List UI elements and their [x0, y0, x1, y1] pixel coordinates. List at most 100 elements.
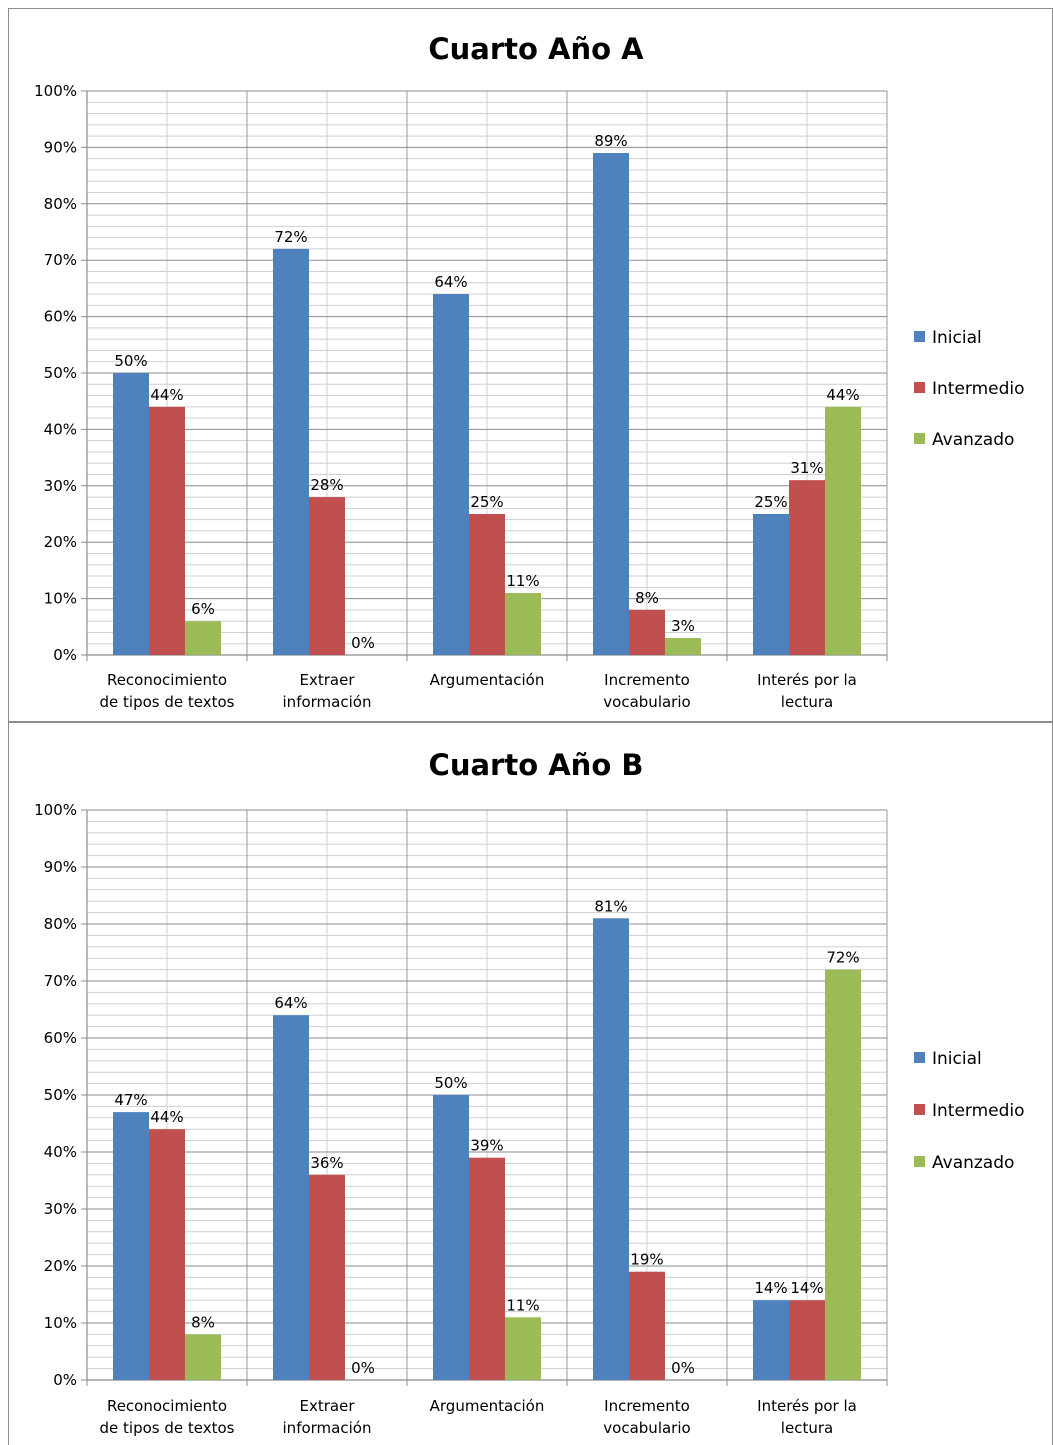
x-category-label: Reconocimiento: [107, 671, 227, 689]
bar-avanzado-interes-por-la-lectura: [825, 969, 861, 1380]
data-label-inicial-extraer-informacion: 72%: [274, 228, 307, 246]
y-tick-label: 80%: [44, 915, 77, 933]
data-label-inicial-reconocimiento-de-tipos-de-textos: 50%: [114, 352, 147, 370]
legend-swatch-intermedio: [914, 1104, 925, 1115]
data-label-avanzado-incremento-vocabulario: 3%: [671, 617, 695, 635]
chart-panel-cuarto-ano-b: Cuarto Año B 0% 10% 20% 30% 40% 50% 60% 70% 80% 90…: [8, 722, 1053, 1445]
y-tick-label: 10%: [44, 590, 77, 608]
data-label-avanzado-reconocimiento-de-tipos-de-textos: 8%: [191, 1313, 215, 1331]
x-category-label: de tipos de textos: [100, 693, 235, 711]
x-category-label: información: [283, 1419, 372, 1437]
data-label-intermedio-extraer-informacion: 28%: [310, 476, 343, 494]
bar-intermedio-incremento-vocabulario: [629, 1271, 665, 1380]
data-label-intermedio-reconocimiento-de-tipos-de-textos: 44%: [150, 1108, 183, 1126]
x-category-label: lectura: [781, 693, 833, 711]
data-label-inicial-extraer-informacion: 64%: [274, 994, 307, 1012]
legend-label-avanzado: Avanzado: [932, 1153, 1014, 1173]
data-label-inicial-interes-por-la-lectura: 25%: [754, 493, 787, 511]
bar-avanzado-reconocimiento-de-tipos-de-textos: [185, 621, 221, 655]
data-label-intermedio-reconocimiento-de-tipos-de-textos: 44%: [150, 386, 183, 404]
data-label-intermedio-interes-por-la-lectura: 31%: [790, 459, 823, 477]
data-label-intermedio-incremento-vocabulario: 8%: [635, 589, 659, 607]
x-category-label: vocabulario: [603, 1419, 690, 1437]
y-tick-label: 70%: [44, 972, 77, 990]
data-label-avanzado-argumentacion: 11%: [506, 572, 539, 590]
legend-label-intermedio: Intermedio: [932, 379, 1025, 399]
bar-intermedio-argumentacion: [469, 1157, 505, 1380]
y-tick-label: 10%: [44, 1314, 77, 1332]
y-tick-label: 30%: [44, 1200, 77, 1218]
y-tick-label: 60%: [44, 308, 77, 326]
bar-avanzado-argumentacion: [505, 592, 541, 655]
data-label-avanzado-argumentacion: 11%: [506, 1296, 539, 1314]
bar-intermedio-extraer-informacion: [309, 1174, 345, 1380]
legend-label-inicial: Inicial: [932, 328, 982, 348]
y-tick-label: 90%: [44, 858, 77, 876]
legend-label-inicial: Inicial: [932, 1049, 982, 1069]
y-tick-label: 50%: [44, 1086, 77, 1104]
legend-swatch-inicial: [914, 1052, 925, 1063]
y-tick-label: 70%: [44, 251, 77, 269]
x-category-label: Incremento: [604, 671, 690, 689]
bar-chart-b: Cuarto Año B 0% 10% 20% 30% 40% 50% 60% 70% 80% 90…: [34, 748, 1024, 1437]
x-category-label: vocabulario: [603, 693, 690, 711]
data-label-avanzado-reconocimiento-de-tipos-de-textos: 6%: [191, 600, 215, 618]
data-label-avanzado-interes-por-la-lectura: 44%: [826, 386, 859, 404]
bar-inicial-interes-por-la-lectura: [753, 514, 789, 655]
data-label-intermedio-incremento-vocabulario: 19%: [630, 1251, 663, 1269]
bar-inicial-incremento-vocabulario: [593, 918, 629, 1380]
legend-swatch-avanzado: [914, 433, 925, 444]
x-category-label: Incremento: [604, 1397, 690, 1415]
bar-inicial-argumentacion: [433, 294, 469, 655]
bar-inicial-incremento-vocabulario: [593, 153, 629, 656]
y-tick-label: 80%: [44, 195, 77, 213]
legend-swatch-inicial: [914, 331, 925, 342]
major-gridlines: [81, 90, 887, 656]
bar-inicial-interes-por-la-lectura: [753, 1300, 789, 1380]
bar-intermedio-argumentacion: [469, 514, 505, 655]
bar-avanzado-incremento-vocabulario: [665, 638, 701, 655]
bar-intermedio-reconocimiento-de-tipos-de-textos: [149, 1129, 185, 1380]
data-label-intermedio-interes-por-la-lectura: 14%: [790, 1279, 823, 1297]
bar-inicial-reconocimiento-de-tipos-de-textos: [113, 373, 149, 655]
x-category-label: Interés por la: [757, 671, 857, 689]
x-category-label: información: [283, 693, 372, 711]
x-category-label: Argumentación: [430, 1397, 545, 1415]
data-label-inicial-incremento-vocabulario: 81%: [594, 897, 627, 915]
bar-intermedio-interes-por-la-lectura: [789, 480, 825, 655]
bar-inicial-argumentacion: [433, 1095, 469, 1380]
legend-swatch-intermedio: [914, 382, 925, 393]
x-category-label: Reconocimiento: [107, 1397, 227, 1415]
y-tick-label: 50%: [44, 364, 77, 382]
bar-intermedio-reconocimiento-de-tipos-de-textos: [149, 406, 185, 655]
x-category-label: lectura: [781, 1419, 833, 1437]
chart-title: Cuarto Año B: [429, 748, 644, 782]
bar-chart-a: Cuarto Año A 0% 10% 20% 30% 40% 50% 60% 70% 80% 90…: [34, 32, 1025, 711]
data-label-inicial-argumentacion: 64%: [434, 273, 467, 291]
legend-label-avanzado: Avanzado: [932, 430, 1014, 450]
y-tick-label: 0%: [53, 1371, 77, 1389]
y-tick-label: 20%: [44, 533, 77, 551]
bar-avanzado-argumentacion: [505, 1317, 541, 1380]
data-label-avanzado-extraer-informacion: 0%: [351, 1359, 375, 1377]
y-tick-label: 100%: [34, 82, 77, 100]
legend-swatch-avanzado: [914, 1156, 925, 1167]
bar-inicial-extraer-informacion: [273, 1015, 309, 1380]
data-label-intermedio-argumentacion: 25%: [470, 493, 503, 511]
x-category-label: Interés por la: [757, 1397, 857, 1415]
bar-inicial-extraer-informacion: [273, 248, 309, 656]
bar-avanzado-interes-por-la-lectura: [825, 406, 861, 655]
y-tick-label: 60%: [44, 1029, 77, 1047]
x-category-label: Extraer: [300, 1397, 356, 1415]
y-tick-label: 30%: [44, 477, 77, 495]
data-label-intermedio-argumentacion: 39%: [470, 1137, 503, 1155]
data-label-avanzado-interes-por-la-lectura: 72%: [826, 949, 859, 967]
y-tick-label: 20%: [44, 1257, 77, 1275]
y-tick-label: 0%: [53, 646, 77, 664]
data-label-inicial-incremento-vocabulario: 89%: [594, 132, 627, 150]
data-label-intermedio-extraer-informacion: 36%: [310, 1154, 343, 1172]
x-category-label: Argumentación: [430, 671, 545, 689]
bar-intermedio-extraer-informacion: [309, 497, 345, 655]
bar-inicial-reconocimiento-de-tipos-de-textos: [113, 1112, 149, 1380]
data-label-avanzado-incremento-vocabulario: 0%: [671, 1359, 695, 1377]
